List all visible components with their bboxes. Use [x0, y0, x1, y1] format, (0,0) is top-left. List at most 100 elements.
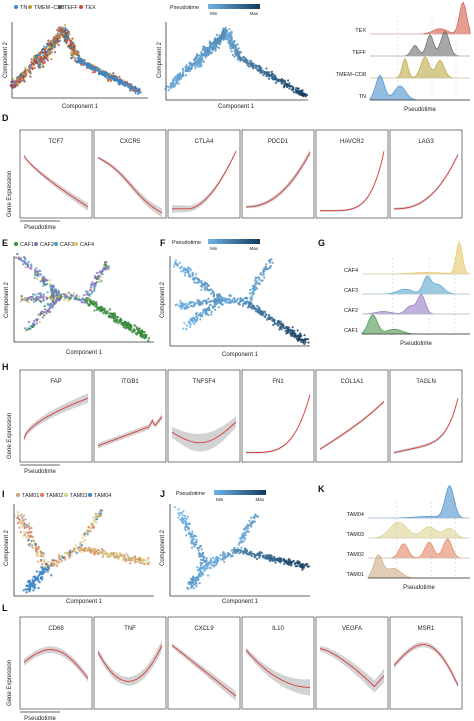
cell-point — [260, 310, 263, 313]
cell-point — [234, 46, 237, 49]
cell-point — [69, 294, 72, 297]
cell-point — [129, 325, 132, 328]
cell-point — [23, 259, 26, 262]
ridge-label: CAF2 — [344, 308, 358, 314]
cell-point — [73, 292, 76, 295]
cell-point — [93, 302, 96, 305]
cell-point — [214, 564, 217, 567]
cell-point — [31, 324, 34, 327]
y-axis-label: Component 2 — [160, 529, 166, 566]
cell-point — [96, 518, 99, 521]
cell-point — [298, 90, 301, 93]
cell-point — [54, 301, 57, 304]
cell-point — [219, 37, 222, 40]
cell-point — [17, 75, 20, 78]
cell-point — [182, 510, 185, 513]
cell-point — [219, 302, 222, 305]
cell-point — [17, 514, 20, 517]
cell-point — [26, 298, 29, 301]
cell-point — [213, 43, 216, 46]
cell-point — [190, 301, 193, 304]
cell-point — [103, 73, 106, 76]
cell-point — [19, 255, 22, 259]
cell-point — [100, 71, 103, 74]
cell-point — [27, 522, 31, 525]
cell-point — [179, 299, 182, 303]
cell-point — [71, 54, 75, 58]
cell-point — [41, 572, 44, 576]
cell-point — [271, 261, 274, 264]
cell-point — [68, 553, 72, 556]
cell-point — [307, 341, 310, 344]
cell-point — [30, 66, 33, 69]
cell-point — [57, 294, 60, 297]
cell-point — [70, 551, 73, 554]
legend-label: TAM03 — [70, 493, 87, 499]
cell-point — [84, 62, 87, 65]
cell-point — [39, 573, 42, 576]
cell-point — [14, 256, 18, 259]
cell-point — [69, 549, 72, 553]
cell-point — [99, 270, 102, 273]
cell-point — [266, 318, 269, 321]
cell-point — [19, 531, 22, 534]
cell-point — [303, 342, 306, 345]
cell-point — [261, 313, 264, 316]
ridge-label: TAM02 — [347, 552, 364, 558]
cell-point — [210, 288, 213, 291]
trend-curve — [246, 152, 311, 208]
cell-point — [147, 557, 150, 560]
cell-point — [22, 75, 25, 78]
cell-point — [237, 301, 241, 304]
cell-point — [109, 78, 112, 81]
gene-title: TCF7 — [49, 139, 65, 145]
cell-point — [204, 50, 207, 54]
cell-point — [138, 89, 141, 92]
cell-point — [219, 299, 222, 303]
cell-point — [228, 298, 231, 301]
cell-point — [27, 300, 30, 304]
cell-point — [248, 303, 252, 306]
cell-point — [241, 304, 244, 308]
confidence-band — [172, 149, 236, 213]
cell-point — [42, 65, 45, 68]
cell-point — [62, 298, 66, 301]
cell-point — [83, 548, 86, 551]
cell-point — [173, 84, 177, 87]
cell-point — [190, 542, 193, 545]
legend-label: CAF4 — [80, 242, 94, 248]
cell-point — [248, 519, 251, 522]
cell-point — [230, 294, 233, 297]
cell-point — [294, 565, 297, 568]
gene-title: IL10 — [272, 626, 284, 632]
cell-point — [101, 268, 104, 271]
cell-point — [95, 516, 99, 519]
cell-point — [42, 275, 45, 278]
cell-point — [267, 71, 270, 74]
cell-point — [266, 267, 269, 270]
cell-point — [282, 85, 285, 88]
cell-point — [246, 64, 249, 67]
cell-point — [23, 261, 26, 264]
cell-point — [257, 310, 260, 313]
cell-point — [199, 312, 202, 315]
cell-point — [50, 290, 53, 293]
cell-point — [95, 301, 98, 304]
ridge-label: TEFF — [352, 50, 366, 56]
cell-point — [191, 316, 194, 319]
cell-point — [281, 80, 284, 83]
cell-point — [129, 89, 132, 92]
cell-point — [122, 322, 125, 325]
cell-point — [192, 542, 195, 545]
cell-point — [103, 549, 107, 553]
cell-point — [24, 265, 27, 268]
cell-point — [42, 281, 45, 284]
legend-label: TEFF — [64, 5, 78, 11]
cell-point — [258, 309, 261, 312]
cell-point — [180, 74, 183, 77]
cell-point — [47, 560, 50, 563]
cell-point — [80, 301, 83, 304]
cell-point — [53, 46, 56, 49]
cell-point — [62, 31, 65, 34]
y-axis-label: Component 2 — [4, 281, 10, 318]
